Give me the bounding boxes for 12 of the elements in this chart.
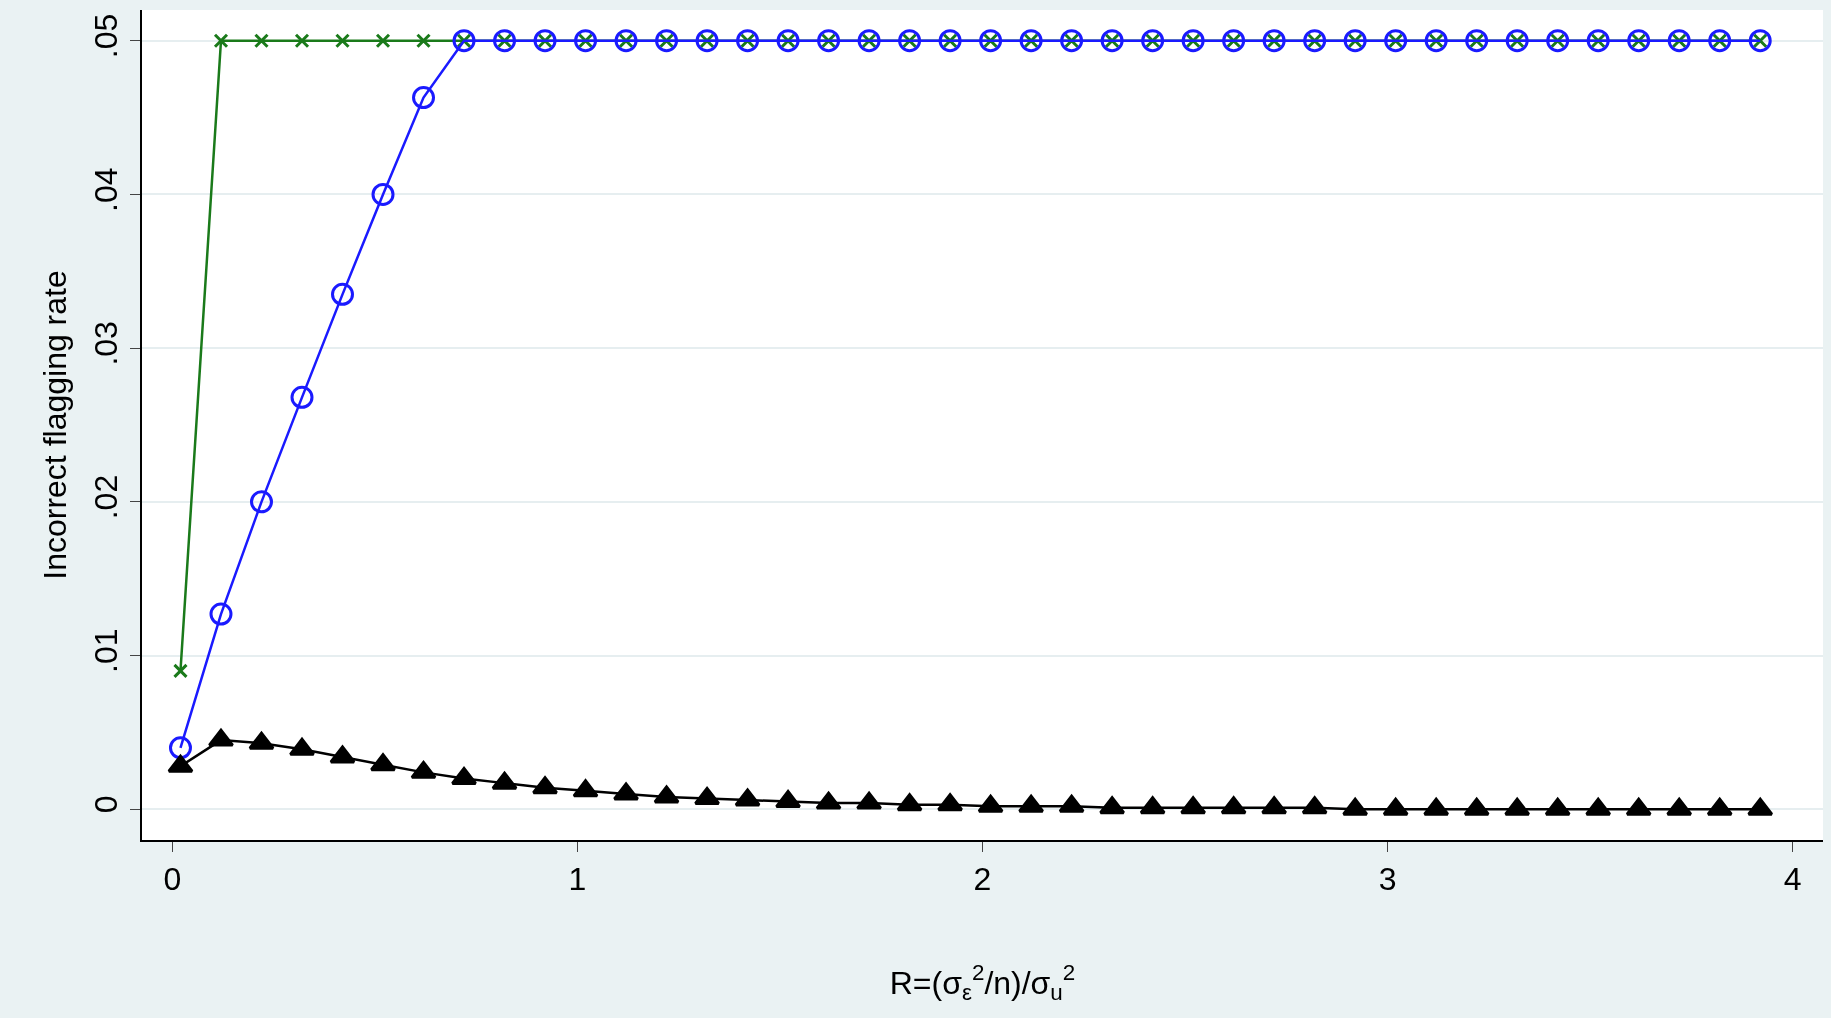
y-tick-label: .05	[88, 13, 125, 59]
x-tick-label: 1	[568, 861, 587, 898]
y-axis-title: Incorrect flagging rate	[37, 270, 74, 580]
y-tick-label: .01	[88, 628, 125, 673]
y-tick-label: 0	[88, 795, 125, 814]
x-tick-label: 0	[163, 861, 182, 898]
y-tick-label: .03	[88, 321, 125, 366]
x-tick-label: 3	[1378, 861, 1397, 898]
y-tick-label: .04	[88, 167, 125, 212]
x-tick-label: 2	[973, 861, 992, 898]
y-tick-label: .02	[88, 474, 125, 520]
x-tick-label: 4	[1783, 861, 1802, 898]
